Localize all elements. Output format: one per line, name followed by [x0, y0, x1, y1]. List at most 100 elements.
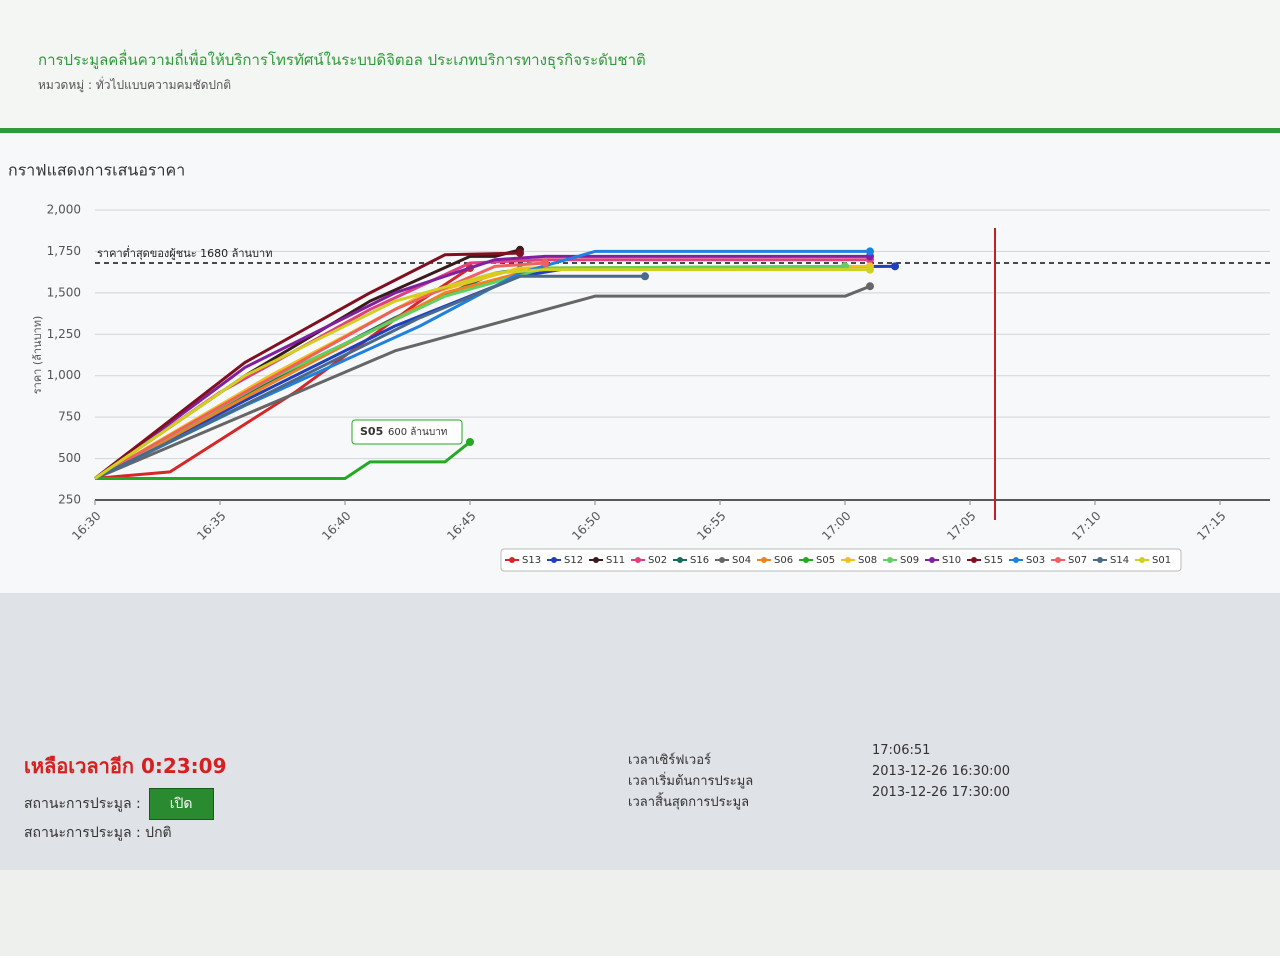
server-time: 17:06:51: [872, 743, 931, 758]
legend-label: S09: [900, 555, 919, 566]
y-tick-label: 2,000: [47, 203, 81, 217]
series-line: [95, 440, 471, 480]
legend-item[interactable]: S07: [1051, 555, 1087, 566]
legend-dot: [1097, 557, 1103, 563]
legend-dot: [887, 557, 893, 563]
legend-dot: [761, 557, 767, 563]
legend-label: S12: [564, 555, 583, 566]
legend-item[interactable]: S04: [715, 555, 751, 566]
legend-dot: [593, 557, 599, 563]
state-button[interactable]: เปิด: [148, 788, 214, 820]
tooltip-series: S05: [360, 425, 383, 438]
tooltip-text: 600 ล้านบาท: [388, 426, 447, 438]
series-line: [94, 274, 645, 480]
legend-dot: [845, 557, 851, 563]
header: การประมูลคลื่นความถี่เพื่อให้บริการโทรทั…: [0, 0, 1280, 133]
legend-dot: [929, 557, 935, 563]
legend-dot: [803, 557, 809, 563]
legend-label: S16: [690, 555, 709, 566]
legend-label: S07: [1068, 555, 1087, 566]
legend-label: S13: [522, 555, 541, 566]
legend-item[interactable]: S03: [1009, 555, 1045, 566]
legend-label: S08: [858, 555, 877, 566]
y-tick-label: 750: [58, 410, 81, 424]
end-marker: [866, 247, 874, 256]
legend-label: S10: [942, 555, 961, 566]
end-marker: [866, 265, 874, 274]
legend-label: S01: [1152, 555, 1171, 566]
y-tick-label: 1,750: [47, 244, 81, 258]
reference-label: ราคาต่ำสุดของผู้ชนะ 1680 ล้านบาท: [97, 245, 272, 260]
series-line: [94, 254, 870, 480]
end-marker: [641, 272, 649, 281]
series-line: [94, 251, 521, 480]
legend-label: S05: [816, 555, 835, 566]
legend-item[interactable]: S08: [841, 555, 877, 566]
start-label: เวลาเริ่มต้นการประมูล: [628, 774, 754, 789]
legend-dot: [677, 557, 683, 563]
end-label: เวลาสิ้นสุดการประมูล: [628, 795, 750, 810]
server-time-label: เวลาเซิร์ฟเวอร์: [628, 753, 711, 768]
legend-dot: [719, 557, 725, 563]
legend-dot: [1055, 557, 1061, 563]
remaining-value: 0:23:09: [140, 754, 227, 778]
chart-title: กราฟแสดงการเสนอราคา: [8, 161, 185, 180]
legend-item[interactable]: S10: [925, 555, 961, 566]
state-row: สถานะการประมูล : เปิด: [24, 788, 214, 820]
series-line: [94, 261, 546, 480]
legend-label: S03: [1026, 555, 1045, 566]
legend-item[interactable]: S15: [967, 555, 1003, 566]
end-marker: [866, 282, 874, 291]
legend-item[interactable]: S02: [631, 555, 667, 566]
y-tick-label: 1,500: [47, 285, 81, 299]
footer: [0, 870, 1280, 956]
legend-label: S14: [1110, 555, 1129, 566]
legend-item[interactable]: S11: [589, 555, 625, 566]
series-line: [94, 284, 871, 480]
legend-label: S15: [984, 555, 1003, 566]
state-label: สถานะการประมูล :: [24, 796, 141, 812]
legend-item[interactable]: S01: [1135, 555, 1171, 566]
legend-dot: [551, 557, 557, 563]
end-time: 2013-12-26 17:30:00: [872, 785, 1011, 800]
y-tick-label: 1,250: [47, 327, 81, 341]
end-marker: [541, 259, 549, 268]
end-marker: [516, 249, 524, 258]
legend-dot: [509, 557, 515, 563]
tooltip-box: [351, 419, 463, 445]
tooltip: S05 600 ล้านบาท: [351, 419, 463, 445]
y-tick-label: 500: [58, 451, 81, 465]
legend-item[interactable]: S13: [505, 555, 541, 566]
header-subtitle: หมวดหมู่ : ทั่วไปแบบความคมชัดปกติ: [38, 78, 232, 92]
legend-item[interactable]: S12: [547, 555, 583, 566]
end-marker: [891, 262, 899, 271]
legend-item[interactable]: S14: [1093, 555, 1129, 566]
status-panel: เหลือเวลาอีก 0:23:09 สถานะการประมูล : เปิ…: [0, 720, 1280, 860]
remaining-label: เหลือเวลาอีก: [24, 754, 134, 778]
y-tick-label: 1,000: [47, 368, 81, 382]
legend-item[interactable]: S16: [673, 555, 709, 566]
mode: สถานะการประมูล : ปกติ: [24, 825, 172, 841]
legend-item[interactable]: S05: [799, 555, 835, 566]
legend-label: S11: [606, 555, 625, 566]
start-time: 2013-12-26 16:30:00: [872, 764, 1011, 779]
legend-item[interactable]: S09: [883, 555, 919, 566]
legend-label: S06: [774, 555, 793, 566]
legend-dot: [1013, 557, 1019, 563]
chart: กราฟแสดงการเสนอราคา ราคา (ล้านบาท) 250 50…: [0, 133, 1280, 593]
legend-dot: [1139, 557, 1145, 563]
legend-label: S02: [648, 555, 667, 566]
remaining-time: เหลือเวลาอีก 0:23:09: [24, 750, 227, 782]
y-tick-label: 250: [58, 493, 81, 507]
header-title: การประมูลคลื่นความถี่เพื่อให้บริการโทรทั…: [38, 51, 646, 69]
y-axis-label: ราคา (ล้านบาท): [31, 316, 44, 395]
end-marker: [466, 438, 474, 446]
time-values: 17:06:51 2013-12-26 16:30:00 2013-12-26 …: [872, 740, 1010, 803]
time-labels: เวลาเซิร์ฟเวอร์ เวลาเริ่มต้นการประมูล เว…: [628, 750, 753, 813]
legend-dot: [635, 557, 641, 563]
legend-item[interactable]: S06: [757, 555, 793, 566]
legend-dot: [971, 557, 977, 563]
legend-label: S04: [732, 555, 751, 566]
series-line: [94, 268, 870, 480]
